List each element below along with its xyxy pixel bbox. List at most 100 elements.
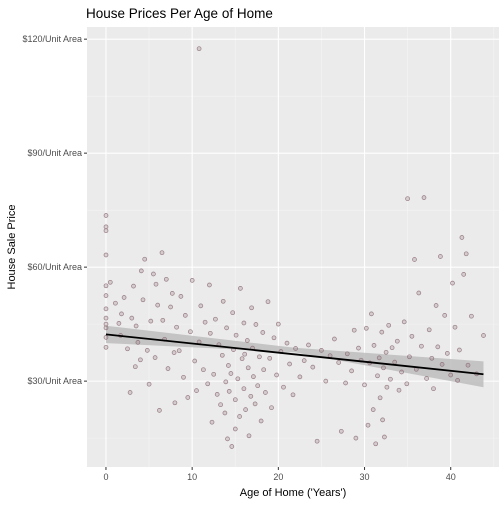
data-point [135,340,141,345]
data-point [332,336,337,342]
data-point [181,374,186,380]
data-point [229,444,235,449]
data-point [431,386,436,392]
plot-panel [87,27,499,467]
data-point [172,400,178,406]
minor-gridlines [87,27,499,467]
y-tick-label: $60/Unit Area [27,262,82,272]
data-point [211,371,217,377]
data-point [207,282,212,288]
data-point [383,349,389,355]
data-point [185,395,191,400]
data-point [353,435,359,441]
data-point [376,355,382,361]
data-point [379,329,385,335]
data-point [257,354,262,360]
data-point [362,382,367,388]
y-tick-label: $30/Unit Area [27,376,82,386]
data-point [230,310,236,316]
data-point [144,348,150,353]
data-point [155,302,161,308]
data-point [188,329,193,335]
confidence-band-area [106,325,484,388]
data-point [252,401,258,407]
data-point [233,332,239,338]
data-point [127,390,133,395]
data-point [213,316,218,322]
x-tick-label: 40 [446,472,456,482]
data-point [349,368,354,374]
x-tick-label: 0 [103,472,108,482]
data-point [301,358,307,363]
data-point [129,315,135,321]
data-point [132,364,138,370]
data-point [176,348,182,354]
data-point [450,280,455,286]
data-point [253,322,259,327]
data-point [384,384,390,390]
data-point [248,393,254,399]
data-point [201,367,206,373]
data-point [356,345,361,351]
data-point [433,303,439,308]
data-point [168,304,173,310]
x-tick-label: 30 [360,472,370,482]
data-point [274,372,279,378]
data-point [388,376,393,382]
data-point [380,417,385,423]
data-point [103,283,109,289]
data-point [424,376,429,381]
data-point [214,392,220,397]
data-point [238,286,243,291]
data-point [371,343,377,348]
x-axis-label: Age of Home ('Years') [240,487,347,499]
data-point [103,306,109,312]
data-point [463,251,469,257]
data-point [241,320,247,326]
y-tick-label: $120/Unit Area [22,34,82,44]
data-point [103,321,109,327]
data-point [103,335,109,340]
data-point [146,381,152,387]
data-point [163,276,169,282]
data-point [103,252,109,258]
data-point [323,378,329,384]
data-point [405,196,410,202]
data-point [202,319,208,325]
data-point [103,224,109,230]
data-point [243,407,248,412]
data-point [138,268,144,274]
data-point [207,330,213,336]
data-point [375,373,380,379]
data-point [205,381,211,387]
data-point [465,362,471,368]
x-tick-label: 10 [187,472,197,482]
data-point [171,350,177,355]
data-point [153,281,159,287]
data-point [196,46,202,52]
data-point [481,333,486,338]
data-point [160,317,166,323]
data-point [404,381,410,387]
data-point [237,414,242,419]
data-point [121,295,127,300]
data-point [426,327,432,333]
data-point [319,348,324,353]
data-point [218,402,223,408]
data-point [119,311,124,317]
data-point [249,305,254,311]
data-point [275,321,281,327]
data-point [169,291,175,296]
data-point [103,325,109,331]
data-point [419,343,424,349]
data-point [219,352,225,358]
data-point [344,351,350,357]
data-point [113,300,118,306]
data-point [244,338,250,343]
data-point [142,256,148,262]
data-point [381,365,386,371]
major-gridlines [87,27,499,467]
data-point [226,389,232,394]
data-point [246,433,252,439]
